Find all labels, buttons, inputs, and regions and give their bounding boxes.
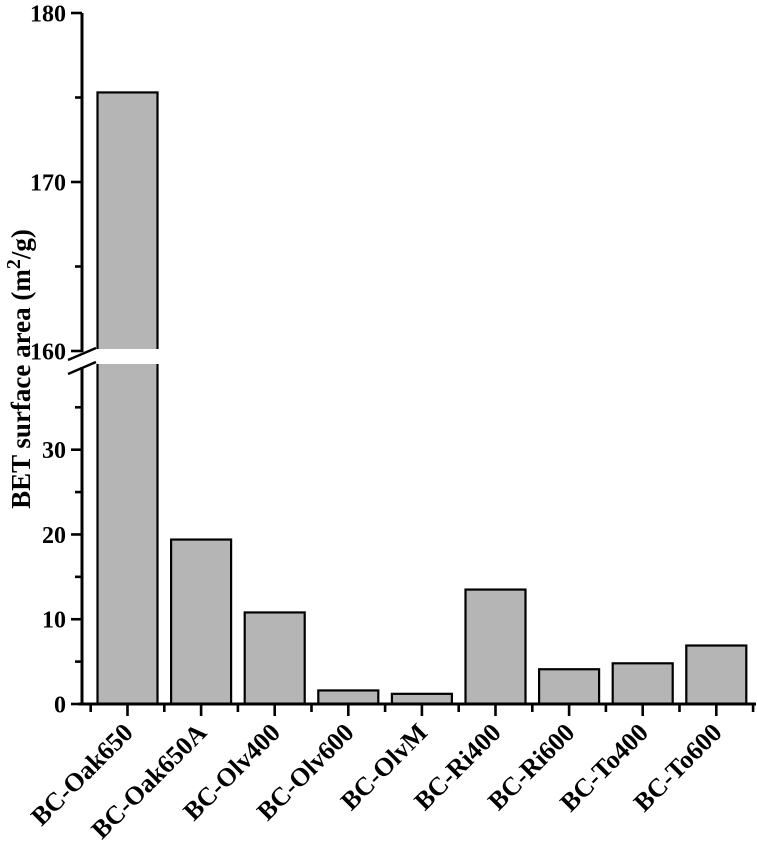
bar-BC-Olv600 (317, 689, 380, 706)
bar-BC-Ri400 (464, 588, 527, 706)
y-tick-label-30: 30 (42, 438, 66, 464)
y-tick-label-10: 10 (42, 608, 66, 634)
y-tick-label-180: 180 (30, 2, 66, 28)
bar-BC-Oak650A (170, 538, 233, 706)
y-tick-label-0: 0 (54, 693, 66, 719)
y-tick-label-20: 20 (42, 523, 66, 549)
bar-BC-Olv400 (243, 611, 306, 706)
bar-BC-Ri600 (537, 668, 601, 706)
bar-BC-To400 (611, 662, 674, 706)
bar-BC-OlvM (390, 692, 453, 706)
bar-BC-Oak650 (96, 91, 159, 706)
bar-BC-To600 (685, 644, 748, 706)
y-tick-label-170: 170 (30, 171, 66, 197)
y-axis-title: BET surface area (m2/g) (3, 229, 36, 509)
y-axis-break-slash-upper (67, 346, 97, 362)
bar-axis-break-gap (94, 349, 161, 364)
y-axis-break-slash-lower (67, 360, 97, 376)
y-tick-label-160: 160 (30, 340, 66, 366)
